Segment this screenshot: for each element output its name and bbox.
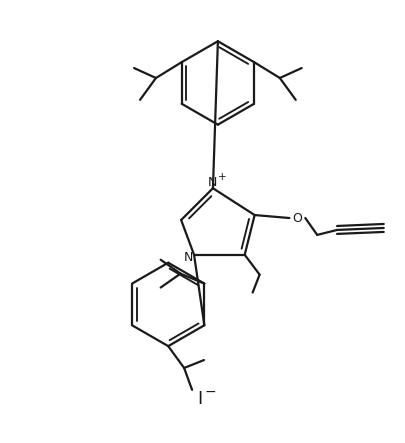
Text: −: −	[204, 385, 216, 399]
Text: N: N	[208, 176, 217, 189]
Text: N: N	[183, 251, 193, 264]
Text: O: O	[292, 211, 302, 225]
Text: +: +	[217, 172, 226, 183]
Text: I: I	[197, 390, 202, 408]
